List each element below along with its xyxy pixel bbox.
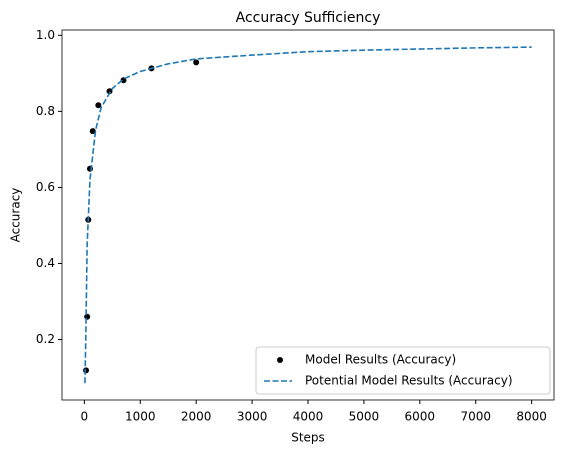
legend-label: Potential Model Results (Accuracy) (305, 374, 513, 388)
legend-marker (277, 357, 283, 363)
x-tick-label: 7000 (460, 410, 491, 424)
y-tick-label: 0.4 (36, 256, 55, 270)
data-point (95, 102, 102, 109)
x-tick-label: 2000 (181, 410, 212, 424)
y-axis-label: Accuracy (9, 188, 23, 243)
x-tick-label: 3000 (237, 410, 268, 424)
y-tick-label: 0.6 (36, 180, 55, 194)
data-point (83, 367, 90, 374)
legend-label: Model Results (Accuracy) (305, 353, 456, 367)
data-point (106, 88, 113, 95)
legend-box (255, 346, 551, 395)
y-tick-label: 0.8 (36, 104, 55, 118)
x-tick-label: 6000 (405, 410, 436, 424)
x-axis-label: Steps (291, 431, 325, 445)
chart-title: Accuracy Sufficiency (236, 10, 381, 26)
plot-frame (61, 29, 555, 401)
data-point (84, 313, 91, 320)
y-tick-label: 1.0 (36, 28, 55, 42)
x-tick-label: 5000 (349, 410, 380, 424)
x-tick-label: 8000 (516, 410, 547, 424)
y-tick-label: 0.2 (36, 332, 55, 346)
x-tick-label: 1000 (125, 410, 156, 424)
line (84, 46, 532, 384)
x-tick-label: 0 (81, 410, 89, 424)
data-point (89, 128, 96, 135)
data-point (193, 59, 200, 66)
x-tick-label: 4000 (293, 410, 324, 424)
